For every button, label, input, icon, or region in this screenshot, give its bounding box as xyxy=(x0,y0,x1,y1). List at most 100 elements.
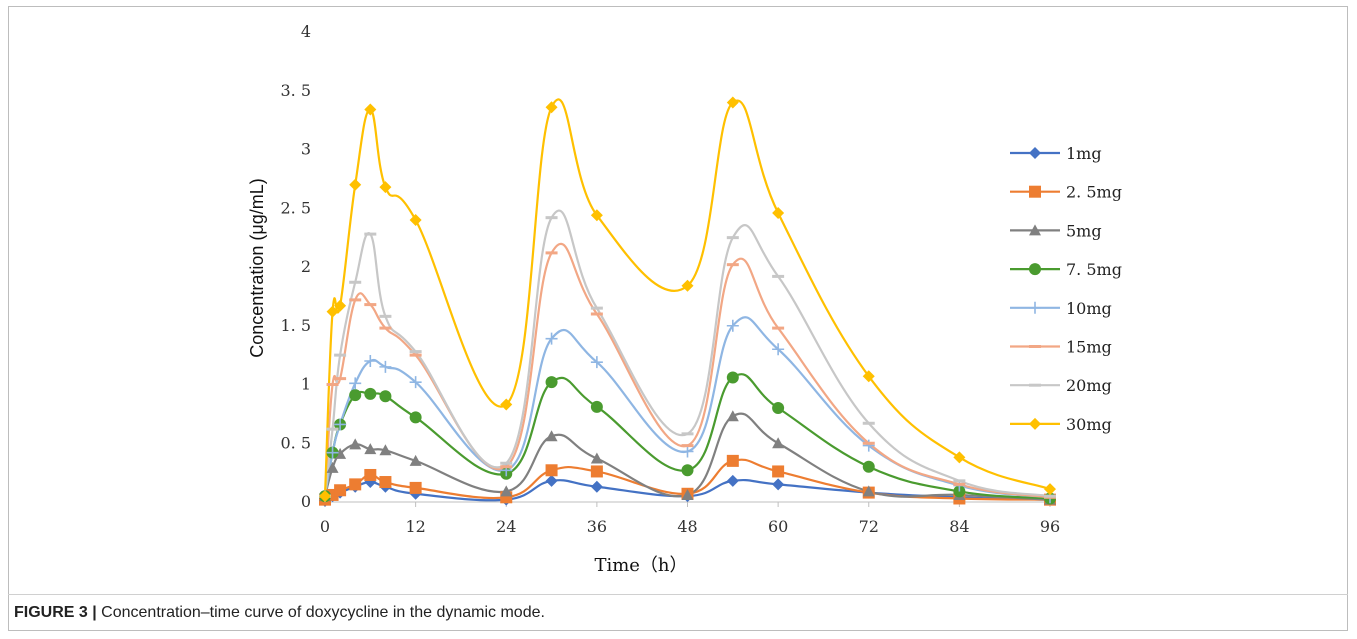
data-point xyxy=(364,387,377,400)
data-point xyxy=(590,356,603,369)
data-point xyxy=(726,371,739,384)
figure-caption-text: Concentration–time curve of doxycycline … xyxy=(96,604,545,621)
legend-marker xyxy=(1029,301,1041,314)
legend-label: 2. 5mg xyxy=(1066,183,1122,202)
x-tick-label: 60 xyxy=(768,517,788,536)
chart-axes: 0 12 24 36 48 60 72 84 96 0 0. 5 1 1. 5 2 2. 5 3 3. 5 4 xyxy=(280,22,1060,536)
data-point xyxy=(379,444,392,456)
y-tick-label: 2. 5 xyxy=(280,198,311,217)
data-point xyxy=(545,464,558,477)
y-tick-label: 3 xyxy=(301,140,311,159)
x-tick-label: 0 xyxy=(320,517,330,536)
data-point xyxy=(545,101,558,114)
legend-marker xyxy=(1029,185,1041,198)
data-point xyxy=(364,468,377,481)
data-point xyxy=(681,445,694,458)
legend-marker xyxy=(1029,147,1041,159)
data-point xyxy=(349,389,362,402)
data-point xyxy=(364,443,377,455)
data-point xyxy=(726,319,739,332)
legend-label: 30mg xyxy=(1066,415,1112,434)
y-tick-label: 3. 5 xyxy=(280,81,311,100)
legend-label: 20mg xyxy=(1066,376,1112,395)
data-point xyxy=(409,411,422,424)
data-point xyxy=(590,209,603,222)
data-point xyxy=(862,439,875,452)
data-point xyxy=(726,410,739,422)
x-tick-label: 48 xyxy=(677,517,697,536)
data-point xyxy=(772,326,785,330)
data-point xyxy=(409,376,422,389)
data-point xyxy=(681,488,694,500)
x-tick-label: 36 xyxy=(587,517,607,536)
data-point xyxy=(726,96,739,109)
y-tick-label: 4 xyxy=(301,22,311,41)
chart-series-lines xyxy=(323,98,1051,502)
data-point xyxy=(379,326,392,330)
data-point xyxy=(409,353,422,357)
data-point xyxy=(590,312,603,316)
data-point xyxy=(326,446,339,459)
legend-label: 5mg xyxy=(1066,221,1102,240)
data-point xyxy=(349,377,362,390)
data-point xyxy=(681,444,694,448)
data-point xyxy=(545,251,558,255)
data-point xyxy=(590,306,603,310)
y-tick-label: 1 xyxy=(301,375,311,394)
data-point xyxy=(379,314,392,318)
data-point xyxy=(772,478,785,491)
data-point xyxy=(1044,483,1056,496)
x-tick-label: 84 xyxy=(949,517,969,536)
data-point xyxy=(500,485,513,497)
data-point xyxy=(334,353,347,357)
data-point xyxy=(772,402,785,414)
data-point xyxy=(364,303,377,307)
data-point xyxy=(545,216,558,220)
data-point xyxy=(500,465,513,469)
data-point xyxy=(379,476,392,489)
data-point xyxy=(772,343,785,356)
legend-marker xyxy=(1029,383,1041,387)
data-point xyxy=(726,474,739,487)
data-point xyxy=(545,332,558,345)
series-line-8 xyxy=(323,98,1051,497)
caption-divider xyxy=(8,594,1348,595)
y-tick-label: 1. 5 xyxy=(280,316,311,335)
data-point xyxy=(409,350,422,354)
data-point xyxy=(772,274,785,278)
x-tick-label: 24 xyxy=(496,517,516,536)
data-point xyxy=(953,451,966,464)
data-point xyxy=(500,398,513,411)
data-point xyxy=(862,421,875,425)
data-point xyxy=(772,465,785,478)
data-point xyxy=(726,454,739,467)
data-point xyxy=(545,474,558,487)
chart-legend: 1mg 2. 5mg 5mg 7. 5mg 10mg 15mg 20mg 30mg xyxy=(1010,144,1122,434)
figure-caption-label: FIGURE 3 | xyxy=(14,604,97,621)
x-tick-label: 12 xyxy=(405,517,425,536)
data-point xyxy=(681,464,694,477)
legend-marker xyxy=(1029,345,1041,348)
y-tick-label: 0 xyxy=(301,492,311,511)
data-point xyxy=(349,178,362,191)
data-point xyxy=(409,454,422,466)
data-point xyxy=(326,383,339,386)
data-point xyxy=(409,214,422,226)
data-point xyxy=(545,376,558,389)
data-point xyxy=(364,103,377,116)
data-point xyxy=(590,465,603,478)
data-point xyxy=(862,460,875,473)
data-point xyxy=(681,279,694,292)
y-tick-label: 0. 5 xyxy=(280,433,311,452)
x-axis-title: Time（h） xyxy=(594,555,687,576)
data-point xyxy=(726,236,739,240)
legend-marker xyxy=(1029,417,1041,430)
data-point xyxy=(379,360,392,373)
data-point xyxy=(772,437,785,449)
data-point xyxy=(379,181,392,194)
data-point xyxy=(590,480,603,493)
data-point xyxy=(349,280,362,284)
data-point xyxy=(319,490,331,503)
data-point xyxy=(953,479,966,483)
